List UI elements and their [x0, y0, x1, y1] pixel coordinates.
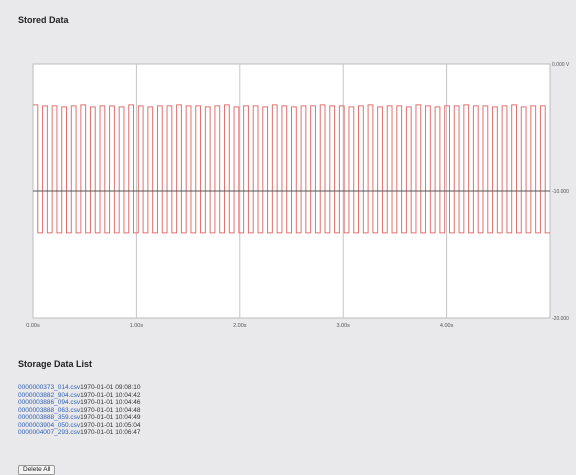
y-tick-label: -20.000 — [552, 316, 569, 322]
file-link[interactable]: 0000003888_359.csv — [18, 414, 81, 421]
file-timestamp: 1970-01-01 10:04:46 — [80, 399, 141, 406]
list-item: 0000003888_359.csv1970-01-01 10:04:49 — [18, 414, 141, 422]
list-item: 0000000373_014.csv1970-01-01 09:08:10 — [18, 384, 141, 392]
stored-data-chart: 0.00s 1.00s 2.00s 3.00s 4.00s 0.000 V -10.000 -… — [26, 62, 570, 329]
file-link[interactable]: 0000004007_293.csv — [18, 429, 81, 436]
x-tick-label: 4.00s — [440, 323, 454, 329]
list-item: 0000004007_293.csv1970-01-01 10:06:47 — [18, 429, 141, 437]
file-timestamp: 1970-01-01 10:06:47 — [80, 429, 141, 436]
file-link[interactable]: 0000003882_904.csv — [18, 391, 81, 399]
file-link[interactable]: 0000003886_094.csv — [18, 399, 81, 406]
storage-data-list: 0000000373_014.csv1970-01-01 09:08:10 000… — [18, 384, 141, 437]
y-tick-label: -10.000 — [552, 189, 569, 195]
storage-list-title: Storage Data List — [18, 359, 93, 369]
file-timestamp: 1970-01-01 10:04:49 — [80, 414, 141, 421]
stored-data-title: Stored Data — [18, 15, 69, 25]
x-tick-label: 0.00s — [26, 323, 40, 329]
list-item: 0000003886_094.csv1970-01-01 10:04:46 — [18, 399, 141, 407]
x-tick-label: 3.00s — [336, 323, 350, 329]
list-item: 0000003904_050.csv1970-01-01 10:05:04 — [18, 422, 141, 430]
file-timestamp: 1970-01-01 10:05:04 — [80, 421, 141, 429]
file-link[interactable]: 0000003888_063.csv — [18, 406, 81, 414]
signal-line — [33, 104, 550, 234]
file-timestamp: 1970-01-01 10:04:48 — [80, 406, 141, 414]
file-link[interactable]: 0000003904_050.csv — [18, 421, 81, 429]
list-item: 0000003882_904.csv1970-01-01 10:04:42 — [18, 392, 141, 400]
delete-all-button[interactable]: Delete All — [18, 465, 56, 475]
x-tick-label: 1.00s — [130, 323, 144, 329]
file-link[interactable]: 0000000373_014.csv — [18, 384, 81, 391]
file-timestamp: 1970-01-01 09:08:10 — [80, 384, 141, 391]
y-tick-label: 0.000 V — [552, 62, 570, 68]
list-item: 0000003888_063.csv1970-01-01 10:04:48 — [18, 407, 141, 415]
file-timestamp: 1970-01-01 10:04:42 — [80, 391, 141, 399]
x-tick-label: 2.00s — [233, 323, 247, 329]
